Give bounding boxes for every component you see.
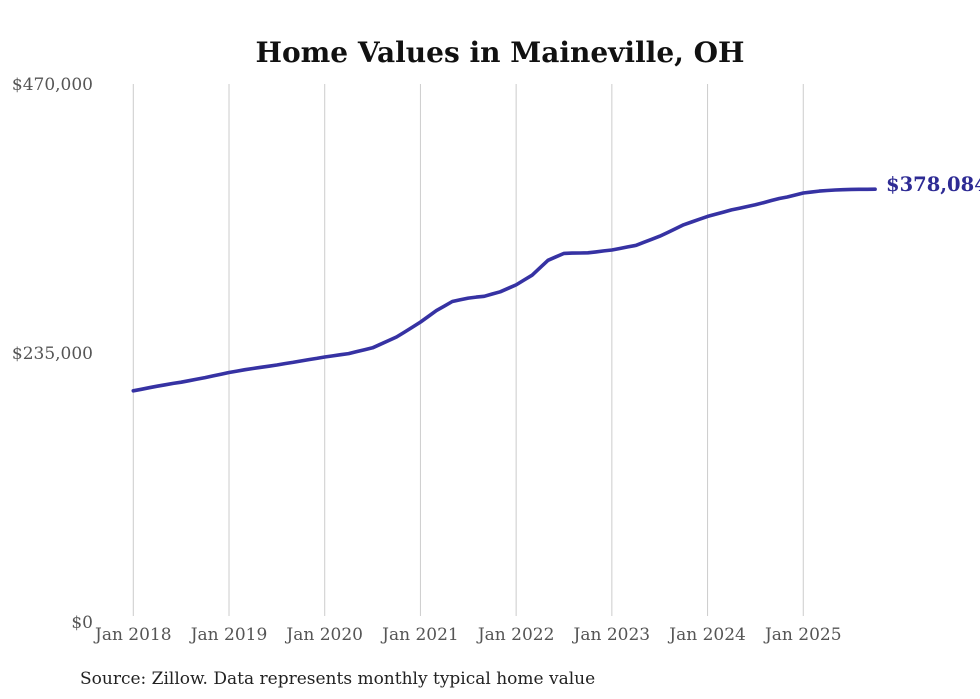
- gridlines: [132, 84, 804, 616]
- x-tick-label: Jan 2022: [476, 625, 555, 645]
- x-tick-label: Jan 2023: [572, 625, 651, 645]
- x-tick-label: Jan 2021: [380, 625, 459, 645]
- y-axis-labels: $0 $235,000 $470,000: [12, 75, 93, 633]
- latest-value-label: $378,084: [886, 173, 980, 196]
- chart-title: Home Values in Maineville, OH: [256, 36, 745, 69]
- y-tick-label: $235,000: [12, 344, 93, 364]
- source-note: Source: Zillow. Data represents monthly …: [80, 669, 595, 689]
- x-tick-label: Jan 2024: [667, 625, 746, 645]
- x-axis-labels: Jan 2018 Jan 2019 Jan 2020 Jan 2021 Jan 2022…: [93, 625, 842, 645]
- x-tick-label: Jan 2019: [189, 625, 268, 645]
- y-tick-label: $0: [71, 613, 93, 633]
- y-tick-label: $470,000: [12, 75, 93, 95]
- x-tick-label: Jan 2025: [763, 625, 842, 645]
- x-tick-label: Jan 2020: [284, 625, 363, 645]
- home-value-line: [131, 187, 877, 393]
- x-tick-label: Jan 2018: [93, 625, 172, 645]
